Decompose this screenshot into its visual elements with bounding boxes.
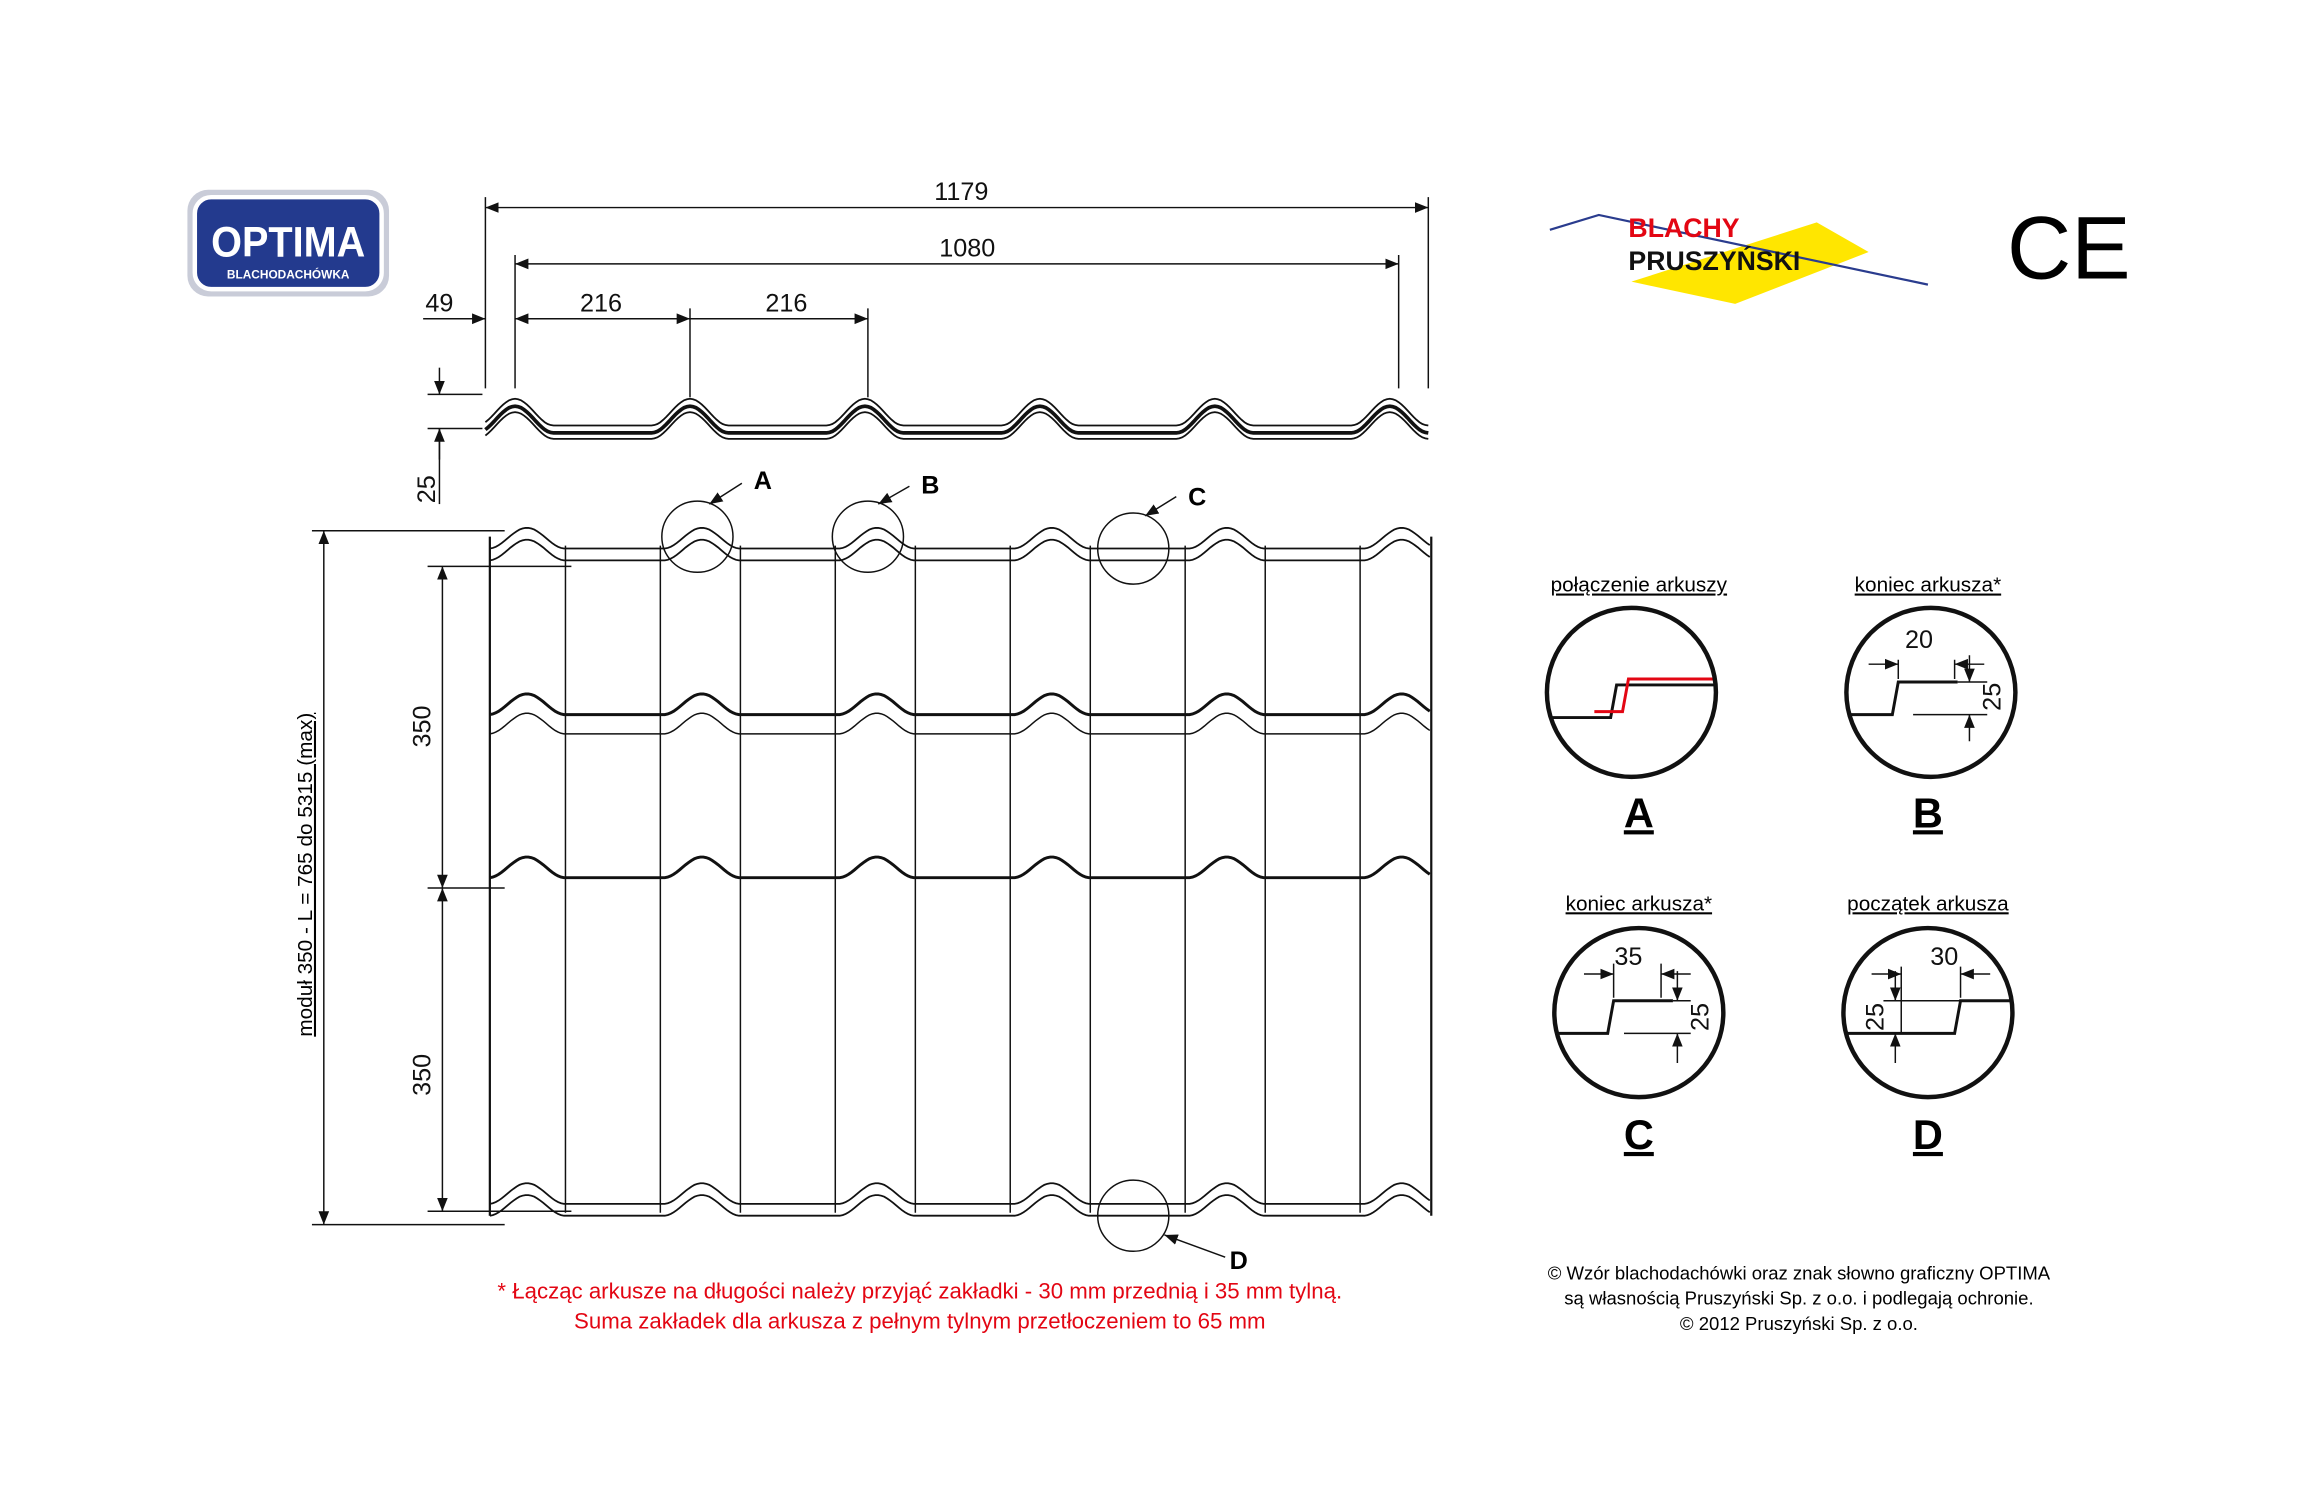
logo-subtitle: BLACHODACHÓWKA xyxy=(227,267,350,282)
dim-module: 350 xyxy=(409,705,437,747)
step-line xyxy=(489,855,1431,880)
logo: OPTIMA BLACHODACHÓWKA xyxy=(187,189,390,297)
detail-d: początek arkusza 30 25 D xyxy=(1841,892,2015,1158)
detail-letter: A xyxy=(1624,789,1654,836)
brand-line1: BLACHY xyxy=(1628,213,1739,243)
profile-dimensions: 1179 1080 49 216 216 25 xyxy=(413,178,1430,505)
profile-section xyxy=(484,397,1429,440)
sheet-dimensions: moduł 350 - L = 765 do 5315 (max) 350 35… xyxy=(294,530,572,1226)
detail-b: koniec arkusza* 20 25 B xyxy=(1844,574,2018,836)
footnote: Suma zakładek dla arkusza z pełnym tylny… xyxy=(574,1308,1266,1333)
callout-label: D xyxy=(1230,1247,1248,1275)
sheet-plan xyxy=(488,527,1433,1217)
detail-c: koniec arkusza* 35 25 C xyxy=(1552,892,1726,1158)
copyright: © 2012 Pruszyński Sp. z o.o. xyxy=(1680,1313,1918,1334)
footnote: * Łącząc arkusze na długości należy przy… xyxy=(497,1279,1342,1304)
step-line xyxy=(489,538,1431,562)
detail-letter: C xyxy=(1624,1111,1654,1158)
detail-letter: D xyxy=(1913,1111,1943,1158)
callout-label: A xyxy=(754,467,772,495)
step-line xyxy=(489,692,1431,717)
dim-total-width: 1179 xyxy=(934,178,988,206)
step-line xyxy=(489,712,1431,735)
detail-dim: 25 xyxy=(1861,1003,1889,1031)
sheet-length-label: moduł 350 - L = 765 do 5315 (max) xyxy=(294,713,317,1037)
detail-a: połączenie arkuszy A xyxy=(1544,574,1728,836)
detail-title: początek arkusza xyxy=(1847,892,2009,915)
detail-dim: 20 xyxy=(1905,626,1933,654)
detail-dim: 25 xyxy=(1979,683,2007,711)
brand: BLACHY PRUSZYŃSKI xyxy=(1549,213,1929,304)
detail-dim: 35 xyxy=(1614,943,1642,971)
logo-name: OPTIMA xyxy=(211,218,365,266)
dim-edge-offset: 49 xyxy=(425,289,453,317)
callouts: A B C D xyxy=(661,467,1248,1275)
detail-dim: 30 xyxy=(1930,943,1958,971)
copyright: są własnością Pruszyński Sp. z o.o. i po… xyxy=(1564,1288,2033,1309)
profile-line xyxy=(484,404,1429,435)
callout-label: B xyxy=(921,472,939,500)
detail-title: koniec arkusza* xyxy=(1566,892,1712,915)
dim-wave-pitch: 216 xyxy=(580,289,622,317)
detail-dim: 25 xyxy=(1687,1003,1715,1031)
callout-label: C xyxy=(1188,484,1206,512)
dim-module: 350 xyxy=(409,1054,437,1096)
profile-line xyxy=(484,397,1429,427)
dim-wave-pitch: 216 xyxy=(765,289,807,317)
dim-effective-width: 1080 xyxy=(939,234,995,262)
profile-line xyxy=(484,411,1429,440)
step-line xyxy=(489,527,1431,550)
detail-title: koniec arkusza* xyxy=(1855,574,2001,597)
step-line xyxy=(489,1194,1431,1217)
detail-title: połączenie arkuszy xyxy=(1551,574,1728,597)
ce-mark: CE xyxy=(2007,198,2131,298)
detail-letter: B xyxy=(1913,789,1943,836)
copyright: © Wzór blachodachówki oraz znak słowno g… xyxy=(1548,1262,2051,1283)
dim-height: 25 xyxy=(413,475,441,503)
brand-line2: PRUSZYŃSKI xyxy=(1628,246,1800,276)
step-line xyxy=(489,1182,1431,1205)
